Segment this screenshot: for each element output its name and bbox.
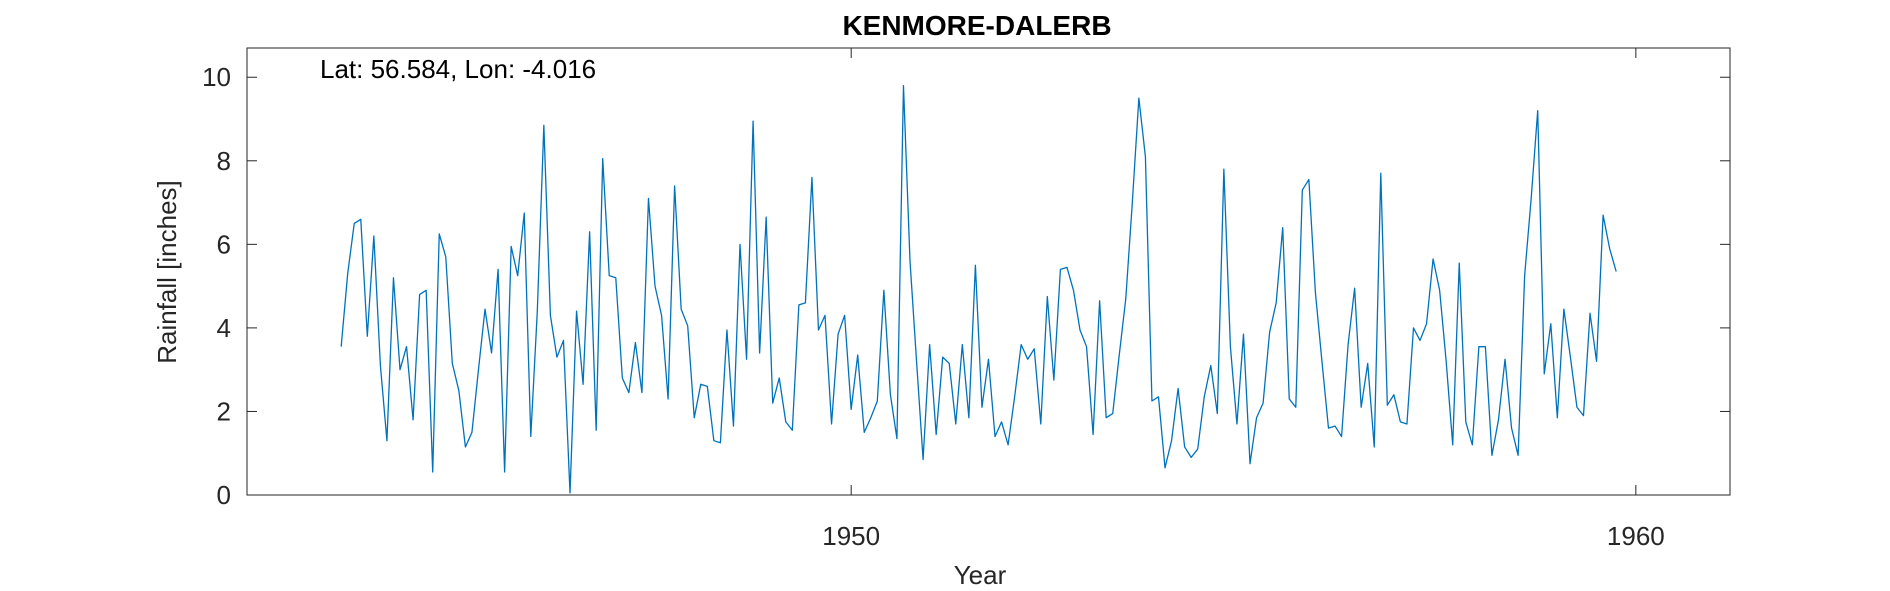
y-tick-label: 10 [202,62,231,92]
location-annotation: Lat: 56.584, Lon: -4.016 [320,54,596,84]
axes-box [246,47,1731,496]
plot-area [340,84,1617,494]
axes: 0 2 4 6 8 10 1950 1960 [202,47,1731,551]
y-tick-label: 2 [217,396,231,426]
y-axis-title: Rainfall [inches] [152,180,182,364]
x-axis-title: Year [954,560,1007,590]
x-tick-label: 1960 [1607,521,1665,551]
series-line-0 [340,84,1617,494]
y-tick-label: 6 [217,229,231,259]
chart-title: KENMORE-DALERB [842,10,1111,41]
x-tick-label: 1950 [822,521,880,551]
y-tick-label: 8 [217,146,231,176]
y-tick-label: 0 [217,480,231,510]
y-tick-label: 4 [217,313,231,343]
